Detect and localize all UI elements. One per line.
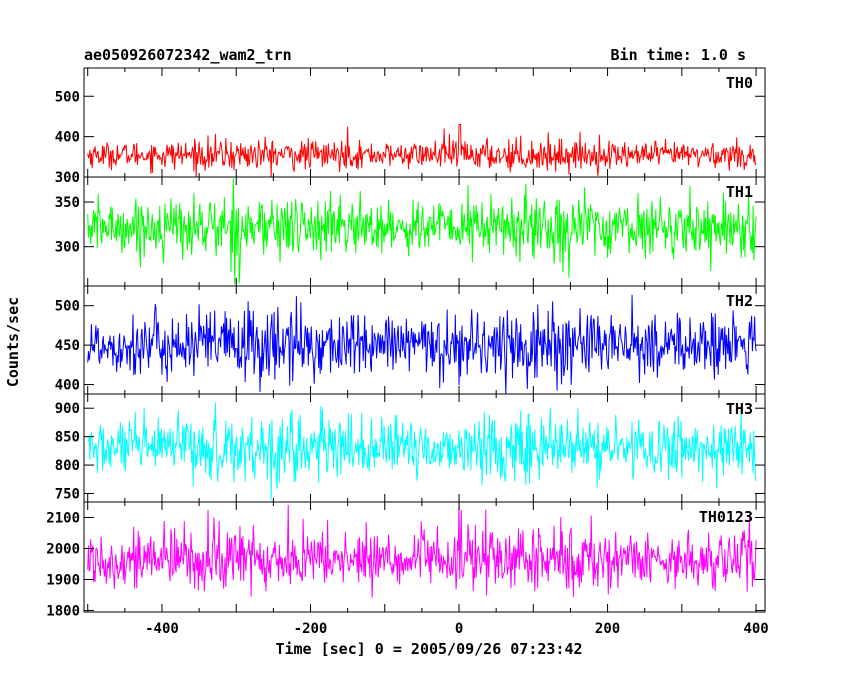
x-axis-label: Time [sec] 0 = 2005/09/26 07:23:42 [275, 640, 582, 658]
panel-label-th0: TH0 [726, 74, 753, 92]
panel-label-th0123: TH0123 [699, 508, 753, 526]
panel-frame-th0123 [83, 501, 766, 613]
series-line-th1 [87, 178, 757, 285]
y-tick-label: 300 [55, 240, 80, 256]
y-tick-label: 450 [55, 338, 80, 354]
series-line-th0 [87, 124, 757, 177]
y-tick-label: 400 [55, 378, 80, 394]
y-tick-label: 850 [55, 430, 80, 446]
panel-label-th3: TH3 [726, 400, 753, 418]
x-tick-label: -200 [294, 621, 328, 637]
x-tick-label: -400 [145, 621, 179, 637]
series-line-th0123 [87, 502, 757, 598]
y-tick-label: 400 [55, 130, 80, 146]
series-line-th3 [87, 402, 757, 501]
y-tick-label: 500 [55, 299, 80, 315]
y-tick-label: 800 [55, 458, 80, 474]
y-tick-label: 2100 [46, 510, 80, 526]
y-tick-label: 300 [55, 170, 80, 186]
y-tick-label: 750 [55, 486, 80, 502]
series-line-th2 [87, 294, 757, 394]
y-axis-label: Counts/sec [4, 297, 22, 387]
x-tick-label: 0 [455, 621, 463, 637]
x-tick-label: 200 [595, 621, 620, 637]
y-tick-label: 2000 [46, 541, 80, 557]
panels-group: 300 400 500 TH0 300 350 TH1 400 450 500 TH2 750 800 8… [46, 67, 769, 637]
panel-label-th1: TH1 [726, 183, 753, 201]
y-tick-label: 350 [55, 195, 80, 211]
x-tick-label: 400 [743, 621, 768, 637]
chart-title: ae050926072342_wam2_trn [84, 46, 292, 64]
panel-label-th2: TH2 [726, 292, 753, 310]
panel-frame-th0 [83, 67, 766, 178]
y-tick-label: 1900 [46, 572, 80, 588]
y-tick-label: 900 [55, 401, 80, 417]
y-tick-label: 1800 [46, 603, 80, 619]
bin-time-label: Bin time: 1.0 s [611, 46, 746, 64]
y-tick-label: 500 [55, 89, 80, 105]
